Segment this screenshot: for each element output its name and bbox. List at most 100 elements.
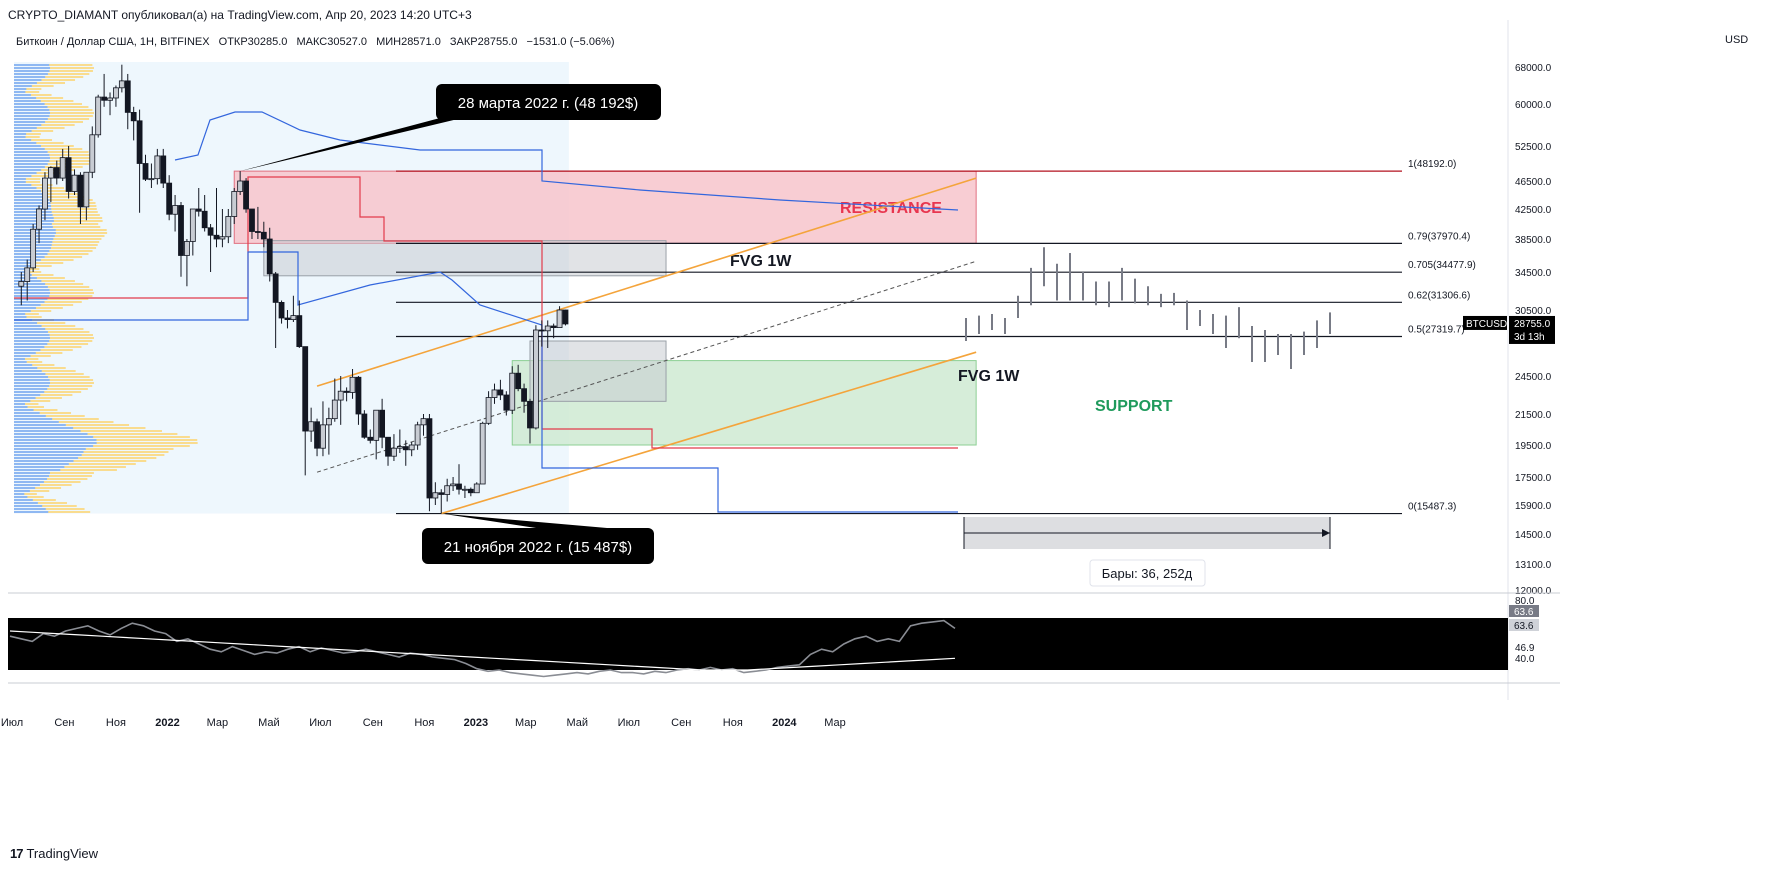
volume-profile-bar <box>14 481 81 483</box>
volume-profile-bar <box>14 412 72 414</box>
candle <box>521 383 527 413</box>
candle-body <box>408 444 415 451</box>
price-axis[interactable]: 68000.0 60000.0 52500.0 46500.0 42500.0 38500… <box>1463 20 1555 700</box>
volume-profile-bar <box>14 304 41 306</box>
volume-profile-bar <box>14 190 42 192</box>
volume-profile-bar <box>14 493 37 495</box>
volume-profile-bar <box>14 451 169 453</box>
volume-profile-bar <box>14 76 46 78</box>
candle-body <box>24 267 31 282</box>
candle <box>36 205 42 244</box>
volume-profile-bar <box>14 118 48 120</box>
candle-body <box>36 208 42 230</box>
candle <box>59 148 66 181</box>
candle-body <box>219 236 226 240</box>
volume-profile-bar <box>14 439 97 441</box>
volume-profile-bar <box>14 172 65 174</box>
candle-body <box>272 273 279 303</box>
candle-body <box>432 492 439 499</box>
candle <box>254 206 261 239</box>
fvg-box <box>529 340 667 402</box>
candle-body <box>243 180 249 210</box>
volume-profile-bar <box>14 304 74 306</box>
volume-profile-bar <box>14 460 74 462</box>
volume-profile-bar <box>14 322 66 324</box>
candle-body <box>249 208 255 232</box>
candle-body <box>290 315 297 321</box>
volume-profile-bar <box>14 100 41 102</box>
fib-label: 0.79(37970.4) <box>1408 231 1470 242</box>
last-price-value: 28755.0 <box>1514 319 1551 330</box>
volume-profile-bar <box>14 271 27 273</box>
volume-profile-bar <box>14 244 98 246</box>
candle-body <box>491 389 498 398</box>
candle <box>130 106 137 141</box>
volume-profile-bar <box>14 181 41 183</box>
volume-profile-bar <box>14 127 65 129</box>
candle-body <box>420 418 427 426</box>
volume-profile-bar <box>14 265 31 267</box>
volume-profile-bar <box>14 340 50 342</box>
volume-profile-bar <box>14 241 100 243</box>
candle <box>30 224 37 272</box>
candle-body <box>172 205 178 215</box>
volume-profile-bar <box>14 331 90 333</box>
volume-profile-bar <box>14 298 89 300</box>
volume-profile-bar <box>14 406 44 408</box>
candle-body <box>184 241 190 256</box>
brand-label: TradingView <box>26 846 99 861</box>
volume-profile-bar <box>14 442 198 444</box>
volume-profile-bar <box>14 307 63 309</box>
volume-profile-bar <box>14 496 28 498</box>
time-tick-label: Июл <box>309 717 331 729</box>
volume-profile-bar <box>14 466 65 468</box>
time-axis[interactable]: Июл Сен Ноя 2022 Мар Май Июл Сен Ноя 2023 Мар Май Ию… <box>1 717 846 729</box>
volume-profile-bar <box>14 355 31 357</box>
candle-body <box>195 208 202 212</box>
tradingview-logo[interactable]: 17 TradingView <box>10 846 98 861</box>
volume-profile-bar <box>14 82 66 84</box>
oscillator-pane: 80.063.663.646.940.0 <box>8 592 1560 684</box>
candle <box>491 383 498 404</box>
history-shade <box>14 62 569 514</box>
volume-profile-bar <box>14 379 94 381</box>
volume-profile-bar <box>14 343 48 345</box>
volume-profile-bar <box>14 130 54 132</box>
candle <box>361 410 368 439</box>
time-tick-label: Июл <box>618 717 640 729</box>
volume-profile-bar <box>14 178 26 180</box>
price-tick-label: 13100.0 <box>1515 560 1552 571</box>
candle-body <box>473 483 480 494</box>
volume-profile-bar <box>14 451 84 453</box>
candle-body <box>71 174 78 192</box>
currency-label[interactable]: USD <box>1725 34 1749 46</box>
volume-profile-bar <box>14 421 59 423</box>
candle-body <box>355 376 362 415</box>
volume-profile-bar <box>14 148 83 150</box>
volume-profile-bar <box>14 217 103 219</box>
volume-profile-bar <box>14 352 63 354</box>
volume-profile-bar <box>14 349 41 351</box>
volume-profile-bar <box>14 352 36 354</box>
candle-body <box>30 228 37 269</box>
candle-body <box>391 447 397 457</box>
volume-profile-bar <box>14 103 82 105</box>
volume-profile-bar <box>14 199 93 201</box>
volume-profile-bar <box>14 175 53 177</box>
volume-profile-bar <box>14 157 50 159</box>
volume-profile-bar <box>14 100 74 102</box>
osc-tick-label: 63.6 <box>1514 621 1534 632</box>
symbol-description[interactable]: Биткоин / Доллар США, 1H, BITFINEX <box>16 36 210 48</box>
last-price-symbol-tag <box>1463 315 1507 330</box>
volume-profile-bar <box>14 295 50 297</box>
volume-profile-bar <box>14 433 178 435</box>
volume-profile-bar <box>14 112 50 114</box>
candle <box>71 169 78 195</box>
volume-profile-bar <box>14 214 53 216</box>
candle-body <box>18 281 25 287</box>
volume-profile-bar <box>14 196 48 198</box>
volume-profile-bar <box>14 397 62 399</box>
volume-profile-bar <box>14 394 73 396</box>
volume-profile-bar <box>14 418 99 420</box>
